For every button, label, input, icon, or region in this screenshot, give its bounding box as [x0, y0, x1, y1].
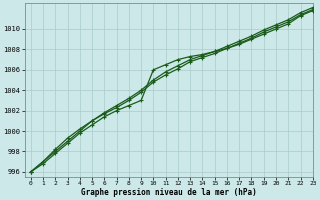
X-axis label: Graphe pression niveau de la mer (hPa): Graphe pression niveau de la mer (hPa) [81, 188, 257, 197]
